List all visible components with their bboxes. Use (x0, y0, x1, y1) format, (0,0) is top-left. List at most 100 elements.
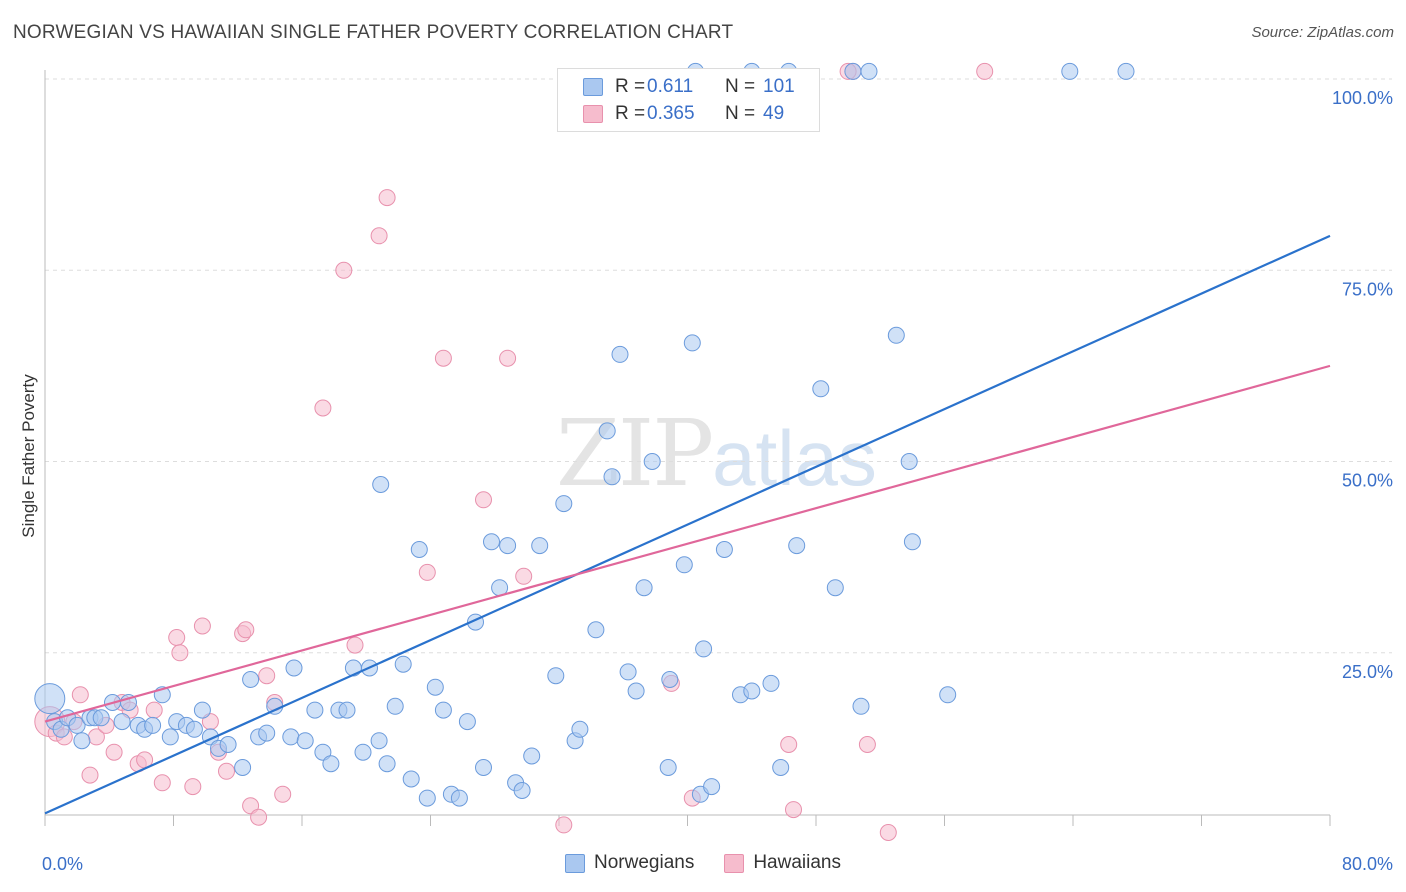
hawaiians-point[interactable] (555, 816, 573, 834)
hawaiians-point[interactable] (515, 567, 533, 585)
norwegians-point[interactable] (587, 621, 605, 639)
norwegians-point[interactable] (193, 701, 211, 719)
norwegians-point[interactable] (695, 640, 713, 658)
norwegians-point[interactable] (571, 720, 589, 738)
norwegians-point[interactable] (258, 724, 276, 742)
hawaiians-point[interactable] (274, 785, 292, 803)
norwegians-point[interactable] (659, 759, 677, 776)
norwegians-point[interactable] (939, 686, 957, 704)
hawaiians-point[interactable] (184, 778, 202, 796)
norwegians-point[interactable] (531, 537, 549, 555)
hawaiians-point[interactable] (475, 491, 492, 509)
norwegians-point[interactable] (285, 659, 303, 677)
norwegians-point[interactable] (34, 683, 66, 715)
hawaiians-point[interactable] (314, 399, 332, 417)
norwegians-point[interactable] (661, 671, 679, 688)
norwegians-point[interactable] (92, 709, 110, 727)
norwegians-point[interactable] (627, 682, 645, 700)
norwegians-point[interactable] (743, 682, 761, 700)
hawaiians-point[interactable] (145, 701, 163, 719)
norwegians-point[interactable] (598, 422, 616, 440)
norwegians-point[interactable] (370, 732, 388, 750)
norwegians-point[interactable] (434, 701, 452, 719)
hawaiians-point[interactable] (218, 762, 235, 780)
norwegians-point[interactable] (322, 755, 340, 773)
norwegians-point[interactable] (903, 533, 921, 551)
norwegians-point[interactable] (458, 713, 476, 731)
norwegians-point[interactable] (68, 716, 86, 734)
norwegians-point[interactable] (73, 732, 91, 750)
norwegians-point[interactable] (1117, 62, 1135, 80)
norwegians-point[interactable] (675, 556, 693, 574)
norwegians-point[interactable] (555, 495, 573, 513)
norwegians-point[interactable] (378, 755, 396, 773)
norwegians-point[interactable] (635, 579, 653, 597)
norwegians-point[interactable] (219, 736, 237, 753)
norwegians-point[interactable] (499, 537, 517, 555)
hawaiians-point[interactable] (785, 801, 802, 819)
norwegians-point[interactable] (418, 789, 436, 807)
hawaiians-point[interactable] (250, 808, 268, 826)
hawaiians-point[interactable] (499, 349, 517, 367)
norwegians-point[interactable] (394, 655, 412, 673)
hawaiians-point[interactable] (81, 766, 99, 784)
norwegians-point[interactable] (410, 541, 428, 558)
hawaiians-point[interactable] (780, 736, 798, 753)
norwegians-point[interactable] (242, 671, 260, 688)
hawaiians-point[interactable] (171, 644, 189, 662)
norwegians-point[interactable] (483, 533, 500, 551)
hawaiians-point[interactable] (879, 824, 897, 841)
norwegians-point[interactable] (450, 789, 468, 807)
norwegians-point[interactable] (772, 759, 790, 776)
norwegians-point[interactable] (113, 713, 131, 731)
norwegians-point[interactable] (402, 770, 420, 788)
norwegians-point[interactable] (372, 476, 390, 493)
norwegians-point[interactable] (619, 663, 637, 681)
norwegians-point[interactable] (386, 697, 404, 715)
norwegians-point[interactable] (762, 674, 780, 692)
hawaiians-point[interactable] (193, 617, 211, 635)
hawaiians-point[interactable] (346, 636, 364, 654)
hawaiians-point[interactable] (434, 349, 452, 367)
hawaiians-point[interactable] (71, 686, 89, 704)
norwegians-point[interactable] (513, 782, 531, 799)
norwegians-point[interactable] (282, 728, 300, 746)
hawaiians-point[interactable] (370, 227, 388, 245)
norwegians-point[interactable] (611, 345, 629, 363)
hawaiians-point[interactable] (335, 261, 353, 279)
hawaiians-point[interactable] (105, 743, 123, 761)
legend-item-norwegians[interactable]: Norwegians (565, 852, 694, 874)
norwegians-point[interactable] (306, 701, 324, 719)
norwegians-point[interactable] (643, 453, 661, 470)
hawaiians-point[interactable] (258, 667, 276, 685)
norwegians-point[interactable] (354, 743, 372, 761)
norwegians-point[interactable] (296, 732, 314, 750)
norwegians-point[interactable] (852, 697, 870, 715)
norwegians-point[interactable] (788, 537, 806, 555)
hawaiians-point[interactable] (153, 774, 171, 792)
norwegians-point[interactable] (887, 326, 905, 344)
norwegians-point[interactable] (523, 747, 541, 765)
norwegians-point[interactable] (703, 778, 721, 796)
norwegians-point[interactable] (144, 716, 162, 734)
norwegians-point[interactable] (161, 728, 179, 746)
hawaiians-point[interactable] (378, 189, 396, 207)
hawaiians-point[interactable] (858, 736, 876, 753)
norwegians-point[interactable] (338, 701, 356, 719)
hawaiians-point[interactable] (976, 62, 994, 80)
norwegians-point[interactable] (475, 759, 492, 776)
norwegians-point[interactable] (715, 541, 733, 558)
norwegians-point[interactable] (826, 579, 844, 597)
norwegians-point[interactable] (426, 678, 444, 696)
norwegians-point[interactable] (234, 759, 252, 776)
norwegians-point[interactable] (547, 667, 565, 685)
hawaiians-point[interactable] (418, 563, 436, 581)
norwegians-point[interactable] (860, 62, 878, 80)
norwegians-point[interactable] (185, 720, 203, 738)
norwegians-point[interactable] (900, 453, 918, 470)
norwegians-point[interactable] (844, 62, 862, 80)
norwegians-point[interactable] (1061, 62, 1079, 80)
norwegians-point[interactable] (603, 468, 621, 486)
hawaiians-point[interactable] (168, 629, 186, 646)
legend-item-hawaiians[interactable]: Hawaiians (724, 852, 841, 874)
